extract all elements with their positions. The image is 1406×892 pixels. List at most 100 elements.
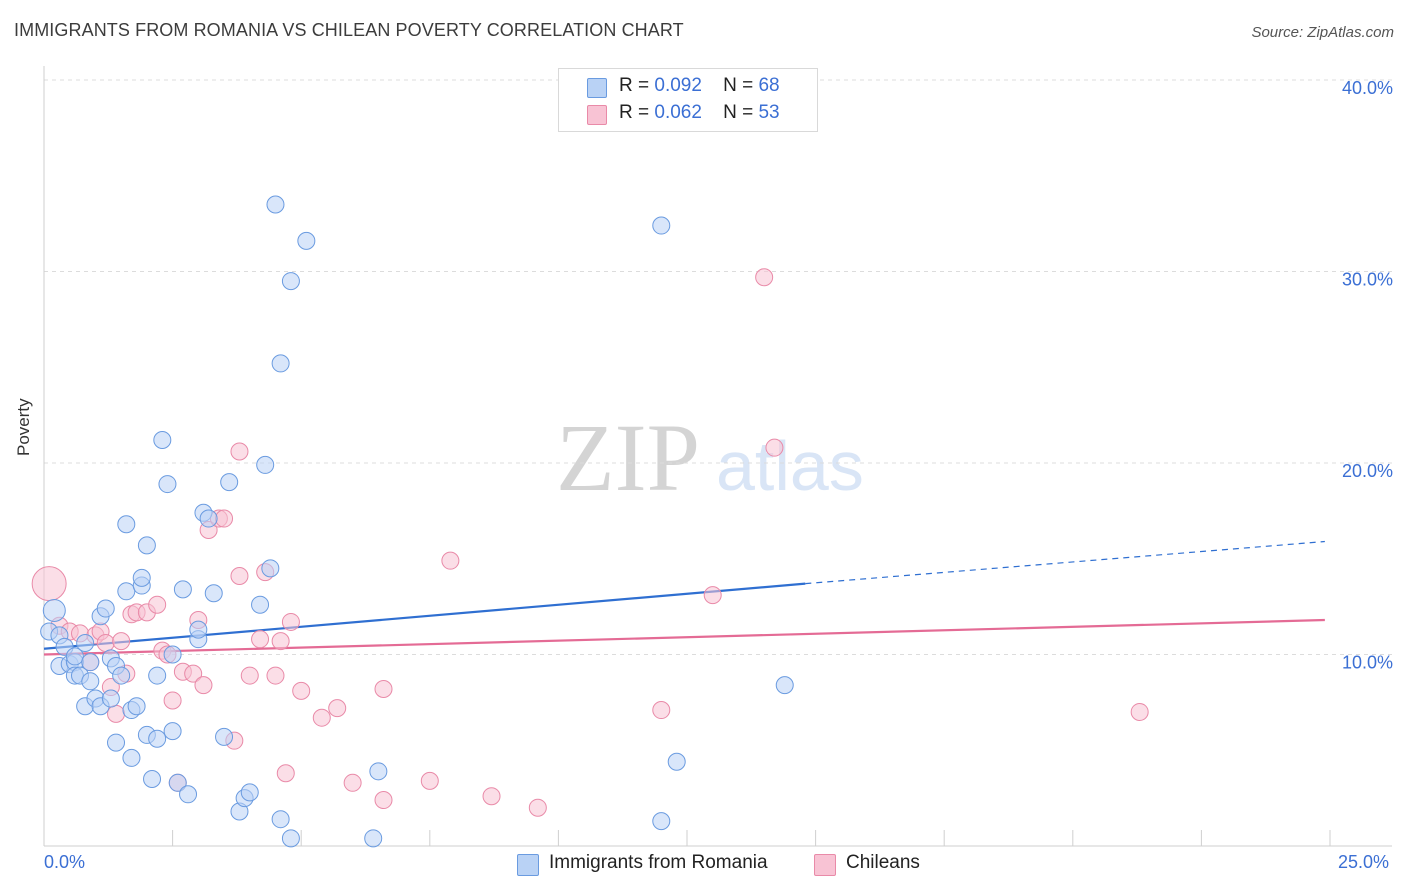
legend-swatch-pink xyxy=(587,105,607,125)
chileans-point xyxy=(163,691,182,710)
romania-point xyxy=(240,783,259,802)
y-tick-label: 20.0% xyxy=(1342,461,1393,481)
chileans-point xyxy=(1130,702,1149,721)
correlation-legend: R = 0.092 N = 68 R = 0.062 N = 53 xyxy=(558,68,818,132)
romania-point xyxy=(667,752,686,771)
chileans-point xyxy=(755,268,774,287)
y-tick-labels: 10.0% 20.0% 30.0% 40.0% xyxy=(1342,78,1393,673)
legend-n-value: 68 xyxy=(758,75,780,96)
romania-point xyxy=(76,634,95,653)
chileans-point xyxy=(271,632,290,651)
romania-point xyxy=(652,812,671,831)
chileans-point xyxy=(374,679,393,698)
chileans-point xyxy=(374,791,393,810)
romania-point xyxy=(173,580,192,599)
romania-point xyxy=(261,559,280,578)
chileans-point xyxy=(266,666,285,685)
romania-point xyxy=(143,769,162,788)
x-tick-label-min: 0.0% xyxy=(44,852,86,872)
romania-point xyxy=(179,785,198,804)
chileans-point xyxy=(31,566,67,602)
chileans-point xyxy=(528,798,547,817)
trend-line-chileans xyxy=(43,618,1325,656)
romania-point xyxy=(297,231,316,250)
legend-n-value: 53 xyxy=(758,102,780,123)
legend-n-label: N = xyxy=(723,75,754,96)
romania-point xyxy=(132,568,151,587)
chileans-point xyxy=(230,566,249,585)
romania-point xyxy=(42,598,66,622)
source-label: Source: ZipAtlas.com xyxy=(1251,24,1394,41)
y-tick-label: 40.0% xyxy=(1342,78,1393,98)
romania-point xyxy=(266,195,285,214)
chileans-point xyxy=(328,699,347,718)
romania-point xyxy=(364,829,383,848)
chileans-point xyxy=(215,509,234,528)
chileans-point xyxy=(148,595,167,614)
romania-point xyxy=(101,689,120,708)
trend-line-romania xyxy=(43,582,806,650)
trend-lines xyxy=(43,540,1325,656)
chileans-point xyxy=(240,666,259,685)
legend-r-label: R = xyxy=(619,75,650,96)
legend-r-label: R = xyxy=(619,102,650,123)
legend-label-romania: Immigrants from Romania xyxy=(549,852,768,873)
romania-point xyxy=(168,773,187,792)
chileans-point xyxy=(107,704,126,723)
romania-point xyxy=(96,599,115,618)
chart-title: IMMIGRANTS FROM ROMANIA VS CHILEAN POVER… xyxy=(14,20,684,40)
romania-point xyxy=(271,354,290,373)
romania-point xyxy=(256,455,275,474)
romania-point xyxy=(148,666,167,685)
romania-point xyxy=(127,697,146,716)
watermark-zip: ZIP xyxy=(556,404,700,511)
chileans-point xyxy=(292,681,311,700)
legend-swatch-pink xyxy=(814,854,836,876)
romania-point xyxy=(369,762,388,781)
romania-point xyxy=(271,810,290,829)
chileans-point xyxy=(652,701,671,720)
legend-label-chileans: Chileans xyxy=(846,852,920,873)
romania-point xyxy=(199,509,218,528)
chileans-point xyxy=(112,632,131,651)
romania-point xyxy=(652,216,671,235)
chileans-point xyxy=(251,630,270,649)
legend-n-label: N = xyxy=(723,102,754,123)
chileans-point xyxy=(276,764,295,783)
romania-point xyxy=(281,829,300,848)
romania-point xyxy=(81,672,100,691)
chileans-point xyxy=(96,634,115,653)
chileans-point xyxy=(703,586,722,605)
y-tick-label: 30.0% xyxy=(1342,270,1393,290)
romania-point xyxy=(112,666,131,685)
chileans-point xyxy=(420,771,439,790)
romania-point xyxy=(281,272,300,291)
trend-line-romania-dashed xyxy=(805,540,1325,585)
chileans-point xyxy=(312,708,331,727)
romania-point xyxy=(117,515,136,534)
chileans-point xyxy=(765,438,784,457)
romania-point xyxy=(251,595,270,614)
chileans-point xyxy=(482,787,501,806)
watermark-atlas: atlas xyxy=(716,427,864,505)
romania-point xyxy=(163,722,182,741)
romania-point xyxy=(107,733,126,752)
chileans-point xyxy=(281,612,300,631)
romania-point xyxy=(220,473,239,492)
romania-point xyxy=(81,653,100,672)
romania-point xyxy=(117,582,136,601)
axes xyxy=(43,66,1392,847)
x-tick-label-max: 25.0% xyxy=(1338,852,1390,872)
romania-point xyxy=(158,475,177,494)
chileans-points xyxy=(31,268,1149,817)
romania-point xyxy=(189,620,208,639)
romania-point xyxy=(65,647,84,666)
romania-point xyxy=(775,676,794,695)
romania-point xyxy=(163,645,182,664)
romania-point xyxy=(137,536,156,555)
chileans-point xyxy=(194,676,213,695)
romania-point xyxy=(215,727,234,746)
chileans-point xyxy=(343,773,362,792)
legend-r-value: 0.062 xyxy=(654,102,702,123)
